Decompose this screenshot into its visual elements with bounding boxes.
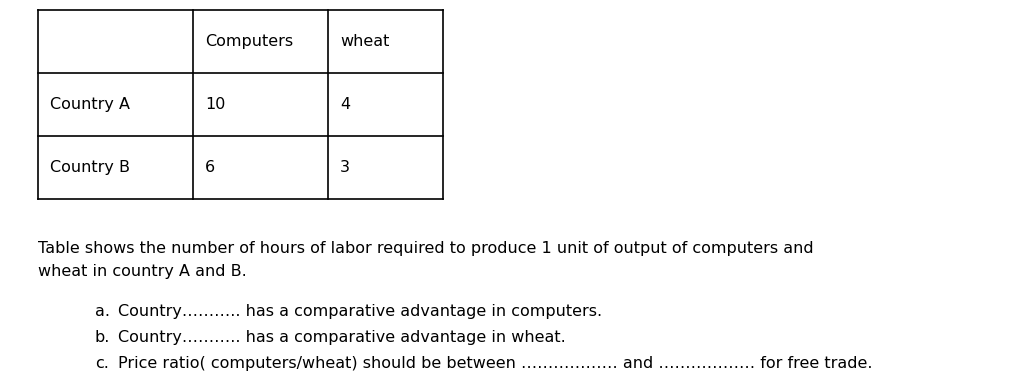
Text: Country……….. has a comparative advantage in wheat.: Country……….. has a comparative advantage… [118,330,565,345]
Text: Country A: Country A [50,97,130,112]
Text: 6: 6 [205,160,215,175]
Text: wheat in country A and B.: wheat in country A and B. [38,264,247,279]
Text: a.: a. [95,304,110,319]
Text: Price ratio( computers/wheat) should be between ……………… and ……………… for free trade: Price ratio( computers/wheat) should be … [118,356,873,371]
Text: b.: b. [95,330,110,345]
Text: Table shows the number of hours of labor required to produce 1 unit of output of: Table shows the number of hours of labor… [38,241,813,256]
Text: 4: 4 [340,97,351,112]
Text: 3: 3 [340,160,350,175]
Text: 10: 10 [205,97,225,112]
Text: Country……….. has a comparative advantage in computers.: Country……….. has a comparative advantage… [118,304,602,319]
Text: wheat: wheat [340,34,390,49]
Text: Country B: Country B [50,160,130,175]
Text: c.: c. [95,356,109,371]
Text: Computers: Computers [205,34,293,49]
